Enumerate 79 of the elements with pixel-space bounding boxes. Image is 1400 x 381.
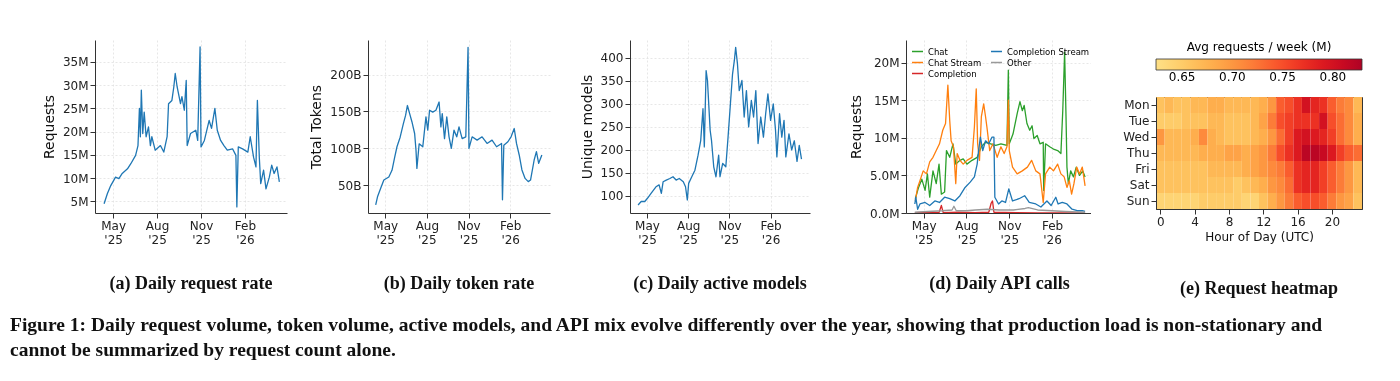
x-tick-label: Feb '26 bbox=[1041, 218, 1064, 247]
text: (a) Daily request rate bbox=[109, 273, 273, 294]
line-series bbox=[375, 46, 543, 206]
y-tick-label: 20M bbox=[62, 125, 89, 140]
y-tick-label: Sun bbox=[1126, 194, 1150, 208]
legend-label: Chat bbox=[928, 46, 949, 57]
y-tick-label: 10M bbox=[62, 171, 89, 186]
y-tick-label: 250 bbox=[600, 120, 624, 135]
x-tick-label: May '25 bbox=[101, 218, 127, 247]
x-tick-label: Aug '25 bbox=[676, 218, 701, 247]
text: (e) Request heatmap bbox=[1180, 278, 1338, 299]
legend-label: Completion Stream bbox=[1007, 46, 1090, 57]
legend-label: Chat Stream bbox=[928, 57, 982, 68]
x-tick-label: May '25 bbox=[911, 218, 937, 247]
y-tick-label: 400 bbox=[600, 51, 624, 66]
y-axis-title: Total Tokens bbox=[308, 84, 325, 171]
text: (c) Daily active models bbox=[633, 273, 807, 294]
y-tick-label: 25M bbox=[62, 101, 89, 116]
x-tick-label: 8 bbox=[1225, 214, 1234, 229]
y-tick-label: 150B bbox=[330, 104, 362, 119]
legend-label: Other bbox=[1007, 57, 1032, 68]
x-tick-label: 4 bbox=[1191, 214, 1199, 229]
y-axis-title: Requests bbox=[40, 94, 57, 160]
line-series bbox=[637, 46, 803, 206]
y-tick-label: 100B bbox=[330, 141, 362, 156]
y-tick-label: 20M bbox=[873, 56, 900, 71]
x-tick-label: May '25 bbox=[635, 218, 660, 247]
y-tick-label: 300 bbox=[600, 97, 624, 112]
x-tick-label: Feb '26 bbox=[500, 218, 522, 247]
text: (d) Daily API calls bbox=[929, 273, 1070, 294]
color-bar-label: 0.70 bbox=[1219, 70, 1246, 84]
color-bar-label: 0.80 bbox=[1319, 70, 1347, 84]
x-tick-label: 12 bbox=[1256, 214, 1272, 229]
y-tick-label: Thu bbox=[1125, 146, 1150, 160]
y-tick-label: 10M bbox=[873, 131, 900, 146]
color-bar-title: Avg requests / week (M) bbox=[1186, 40, 1332, 54]
y-tick-label: 200 bbox=[600, 143, 624, 158]
caption: Figure 1: Daily request volume, token volume, active models, and API mix evolve differently over the year, showing that production load is non-stationary and cannot be summarized by request count alone. bbox=[10, 313, 1324, 362]
x-tick-label: 16 bbox=[1290, 214, 1306, 229]
x-tick-label: 20 bbox=[1324, 214, 1341, 229]
y-tick-label: Fri bbox=[1135, 162, 1150, 176]
y-axis-title: Unique models bbox=[578, 74, 595, 180]
x-tick-label: Nov '25 bbox=[189, 218, 214, 247]
y-tick-label: 50B bbox=[337, 178, 362, 193]
y-tick-label: 30M bbox=[62, 78, 89, 93]
x-tick-label: May '25 bbox=[373, 218, 399, 247]
x-tick-label: 0 bbox=[1156, 214, 1165, 229]
y-tick-label: 5.0M bbox=[870, 168, 900, 183]
line-series bbox=[103, 46, 281, 208]
y-tick-label: 200B bbox=[330, 68, 362, 83]
x-tick-label: Nov '25 bbox=[718, 218, 742, 247]
y-tick-label: 150 bbox=[600, 166, 624, 181]
line-series bbox=[914, 84, 1086, 204]
y-tick-label: Sat bbox=[1129, 178, 1150, 192]
x-tick-label: Aug '25 bbox=[415, 218, 440, 247]
text: (b) Daily token rate bbox=[383, 273, 535, 294]
legend-label: Completion bbox=[928, 68, 977, 79]
color-bar-label: 0.75 bbox=[1269, 70, 1296, 84]
y-axis-title: Requests bbox=[848, 94, 865, 160]
x-tick-label: Feb '26 bbox=[234, 218, 257, 247]
line-series bbox=[914, 136, 1086, 213]
y-tick-label: Tue bbox=[1128, 114, 1150, 128]
x-tick-label: Nov '25 bbox=[998, 218, 1022, 247]
y-tick-label: 5M bbox=[70, 194, 89, 209]
x-tick-label: Nov '25 bbox=[457, 218, 481, 247]
color-bar-label: 0.65 bbox=[1168, 70, 1196, 84]
y-tick-label: Wed bbox=[1123, 130, 1150, 144]
y-tick-label: 0.0M bbox=[870, 206, 900, 221]
x-tick-label: Feb '26 bbox=[760, 218, 782, 247]
x-axis-title: Hour of Day (UTC) bbox=[1205, 229, 1314, 244]
y-tick-label: 15M bbox=[62, 148, 89, 163]
y-tick-label: 100 bbox=[600, 189, 624, 204]
y-tick-label: 15M bbox=[873, 93, 900, 108]
x-tick-label: Aug '25 bbox=[145, 218, 170, 247]
line-series bbox=[914, 205, 1086, 213]
y-tick-label: 350 bbox=[600, 74, 624, 89]
y-tick-label: Mon bbox=[1124, 98, 1150, 112]
y-tick-label: 35M bbox=[62, 55, 89, 70]
x-tick-label: Aug '25 bbox=[955, 218, 979, 247]
